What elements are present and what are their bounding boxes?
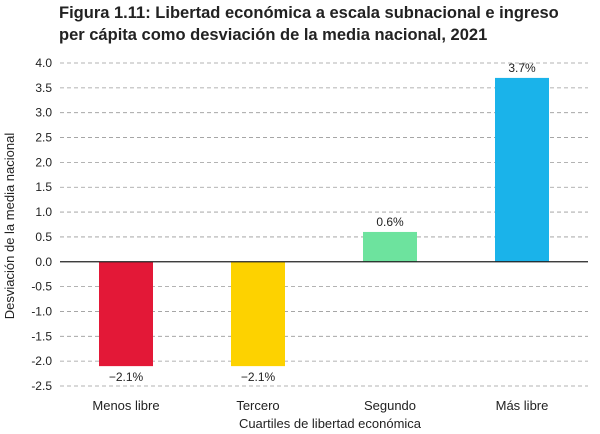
y-tick-label: 2.0 [35,155,52,169]
y-tick-label: -2.0 [31,354,52,368]
y-tick-label: -1.5 [31,329,52,343]
y-tick-label: 3.0 [35,106,52,120]
data-label: −2.1% [241,370,276,384]
data-label: 3.7% [508,61,536,75]
y-tick-label: 3.5 [35,81,52,95]
y-tick-label: -0.5 [31,280,52,294]
x-tick-label: Tercero [236,398,279,413]
y-tick-label: 2.5 [35,131,52,145]
data-label: −2.1% [109,370,144,384]
bar [495,78,549,262]
x-tick-label: Segundo [364,398,416,413]
x-tick-label: Menos libre [92,398,159,413]
data-label: 0.6% [376,215,404,229]
y-tick-label: 4.0 [35,56,52,70]
y-tick-label: -1.0 [31,304,52,318]
x-tick-label: Más libre [496,398,549,413]
y-tick-label: 0.0 [35,255,52,269]
bar [99,262,153,366]
bar [363,232,417,262]
y-tick-label: 1.0 [35,205,52,219]
y-axis-label: Desviación de la media nacional [2,133,17,320]
y-tick-label: 0.5 [35,230,52,244]
y-tick-label: -2.5 [31,379,52,393]
x-axis-label: Cuartiles de libertad económica [239,416,422,431]
y-tick-label: 1.5 [35,180,52,194]
bar [231,262,285,366]
